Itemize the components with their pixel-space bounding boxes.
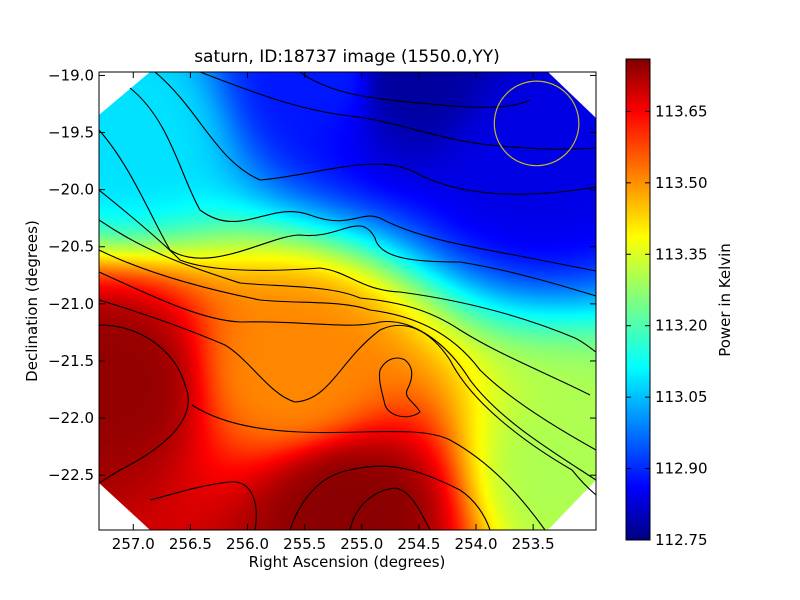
contour-line	[149, 481, 257, 530]
x-axis-ticks: 257.0 256.5 256.0 255.5 255.0 254.5 254.0 253.5	[112, 72, 555, 553]
contour-line	[99, 219, 591, 396]
mask-corner-topright	[548, 72, 596, 118]
heatmap-image	[99, 72, 596, 530]
annotation-circle	[493, 80, 580, 167]
y-tick-label: −19.0	[48, 66, 94, 84]
contour-line	[154, 72, 596, 195]
x-tick-label: 256.5	[169, 535, 212, 553]
contour-line	[99, 324, 189, 484]
contour-line	[349, 487, 431, 530]
colorbar-tick-label: 112.90	[655, 460, 708, 478]
contour-line	[99, 189, 596, 353]
colorbar-label: Power in Kelvin	[716, 243, 734, 357]
contour-line	[199, 72, 596, 150]
y-tick-label: −20.0	[48, 181, 94, 199]
contour-line	[99, 129, 596, 297]
x-axis-label: Right Ascension (degrees)	[249, 553, 446, 571]
x-tick-label: 253.5	[512, 535, 555, 553]
mask-corner-bottomleft	[99, 483, 150, 530]
x-tick-label: 254.0	[455, 535, 498, 553]
colorbar-tick-label: 113.35	[655, 245, 708, 263]
heatmap-raster	[99, 72, 596, 530]
y-axis-ticks: −19.0 −19.5 −20.0 −20.5 −21.0 −21.5 −22.0 −22.5	[48, 66, 596, 484]
y-tick-label: −22.0	[48, 409, 94, 427]
colorbar-tick-label: 113.65	[655, 102, 708, 120]
y-tick-label: −22.5	[48, 466, 94, 484]
mask-corner-topleft	[99, 72, 150, 115]
y-tick-label: −21.0	[48, 295, 94, 313]
colorbar-ticks: 113.65 113.50 113.35 113.20 113.05 112.90 112.…	[626, 102, 708, 549]
contour-line	[191, 404, 546, 530]
y-tick-label: −21.5	[48, 352, 94, 370]
colorbar	[625, 58, 651, 541]
contour-lines	[99, 72, 596, 530]
contour-line	[289, 465, 491, 530]
chart-title: saturn, ID:18737 image (1550.0,YY)	[194, 47, 500, 67]
plot-frame	[98, 71, 597, 531]
contour-line	[99, 249, 596, 451]
contour-line	[378, 357, 421, 418]
colorbar-tick-label: 113.05	[655, 388, 708, 406]
mask-corner-bottomright	[548, 480, 596, 530]
colorbar-tick-label: 113.20	[655, 317, 708, 335]
contour-line	[99, 299, 596, 496]
contour-line	[99, 271, 596, 481]
colorbar-tick-label: 112.75	[655, 531, 708, 549]
x-tick-label: 257.0	[112, 535, 155, 553]
y-tick-label: −19.5	[48, 124, 94, 142]
x-tick-label: 255.5	[283, 535, 326, 553]
y-axis-label: Declination (degrees)	[23, 220, 41, 382]
contour-line	[129, 87, 596, 272]
colorbar-tick-label: 113.50	[655, 174, 708, 192]
contour-line	[299, 72, 531, 108]
x-tick-label: 254.5	[397, 535, 440, 553]
y-tick-label: −20.5	[48, 238, 94, 256]
x-tick-label: 255.0	[340, 535, 383, 553]
x-tick-label: 256.0	[226, 535, 269, 553]
